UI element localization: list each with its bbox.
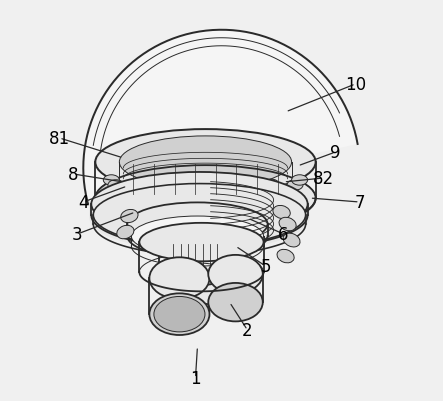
Ellipse shape [226, 190, 243, 201]
Ellipse shape [213, 191, 227, 200]
Ellipse shape [291, 175, 307, 186]
Ellipse shape [287, 180, 303, 190]
Ellipse shape [157, 188, 171, 198]
Ellipse shape [208, 283, 263, 322]
Ellipse shape [279, 218, 296, 231]
Ellipse shape [253, 188, 269, 198]
Ellipse shape [240, 188, 254, 198]
Ellipse shape [197, 273, 206, 279]
Ellipse shape [142, 188, 158, 198]
Ellipse shape [168, 190, 184, 201]
Ellipse shape [149, 258, 210, 299]
Ellipse shape [258, 185, 272, 194]
Ellipse shape [176, 273, 185, 279]
Polygon shape [95, 130, 206, 231]
Ellipse shape [154, 297, 205, 332]
Text: 8: 8 [68, 166, 78, 184]
Ellipse shape [117, 226, 134, 239]
Ellipse shape [183, 191, 198, 200]
Text: 7: 7 [354, 194, 365, 211]
Ellipse shape [108, 180, 124, 190]
Text: 82: 82 [313, 170, 334, 188]
Ellipse shape [103, 175, 119, 186]
Ellipse shape [120, 210, 138, 223]
Text: 81: 81 [49, 130, 70, 148]
Ellipse shape [273, 206, 290, 219]
Polygon shape [206, 130, 315, 231]
Text: 2: 2 [242, 321, 253, 339]
Ellipse shape [91, 172, 307, 237]
Ellipse shape [283, 233, 300, 247]
Text: 3: 3 [72, 225, 82, 243]
Ellipse shape [132, 180, 147, 189]
Ellipse shape [149, 294, 210, 335]
Text: 9: 9 [330, 144, 341, 162]
Ellipse shape [264, 180, 279, 189]
Ellipse shape [140, 223, 264, 261]
Ellipse shape [277, 250, 294, 263]
Ellipse shape [139, 185, 153, 194]
Ellipse shape [121, 185, 137, 195]
Ellipse shape [159, 235, 232, 258]
Text: 1: 1 [190, 369, 201, 387]
Ellipse shape [274, 185, 290, 195]
Ellipse shape [132, 217, 264, 257]
Ellipse shape [186, 273, 195, 279]
Ellipse shape [198, 191, 214, 202]
Ellipse shape [208, 255, 263, 294]
Ellipse shape [93, 184, 306, 247]
Text: 6: 6 [278, 225, 289, 243]
Polygon shape [83, 30, 358, 204]
Ellipse shape [95, 130, 316, 195]
Ellipse shape [119, 137, 291, 188]
Text: 10: 10 [345, 76, 366, 93]
Polygon shape [89, 198, 310, 251]
Text: 5: 5 [260, 257, 271, 275]
Ellipse shape [127, 203, 268, 246]
Text: 4: 4 [78, 194, 89, 211]
Ellipse shape [207, 273, 216, 279]
Ellipse shape [194, 280, 225, 304]
